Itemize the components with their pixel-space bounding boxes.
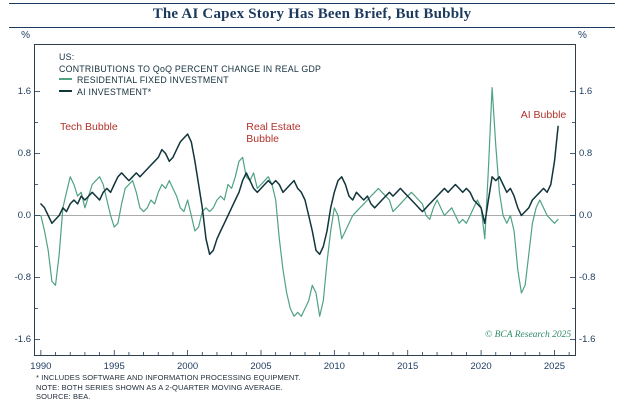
x-tick-label: 2020 [470, 361, 492, 372]
title-rule-top [9, 3, 615, 4]
copyright-notice: © BCA Research 2025 [485, 330, 572, 340]
y-axis-unit-left: % [21, 30, 30, 41]
x-tick-label: 2005 [250, 361, 272, 372]
footnote-note: NOTE: BOTH SERIES SHOWN AS A 2-QUARTER M… [36, 382, 283, 392]
legend: US: CONTRIBUTIONS TO QoQ PERCENT CHANGE … [59, 52, 321, 98]
title-rule-bottom [9, 27, 615, 28]
footnote-source: SOURCE: BEA. [36, 392, 91, 401]
residential-line-swatch [59, 78, 72, 81]
legend-subtitle: CONTRIBUTIONS TO QoQ PERCENT CHANGE IN R… [59, 63, 322, 74]
ai-line-swatch [59, 89, 72, 92]
y-tick-label-left: 0.8 [17, 147, 31, 159]
legend-item-residential-label: RESIDENTIAL FIXED INVESTMENT [77, 75, 229, 86]
legend-item-ai-label: AI INVESTMENT* [77, 86, 152, 97]
legend-item-residential: RESIDENTIAL FIXED INVESTMENT [59, 75, 321, 87]
footnote-asterisk: * INCLUDES SOFTWARE AND INFORMATION PROC… [36, 373, 301, 382]
y-tick-label-left: 1.6 [17, 85, 31, 97]
legend-region-label: US: [59, 52, 75, 62]
footnotes: * INCLUDES SOFTWARE AND INFORMATION PROC… [36, 373, 300, 402]
y-axis-unit-right: % [578, 30, 587, 41]
legend-item-ai: AI INVESTMENT* [59, 87, 321, 99]
chart-area: US: CONTRIBUTIONS TO QoQ PERCENT CHANGE … [15, 44, 595, 372]
chart-svg [35, 86, 575, 355]
x-tick-label: 2000 [177, 361, 199, 372]
y-tick-label-left: -1.6 [14, 333, 31, 345]
x-tick-label: 1995 [103, 361, 125, 372]
x-tick-label: 2010 [323, 361, 345, 372]
y-tick-label-left: -0.8 [14, 271, 31, 283]
y-tick-label-right: -1.6 [579, 333, 596, 345]
y-tick-label-left: 0.0 [17, 209, 31, 221]
y-tick-label-right: -0.8 [579, 271, 596, 283]
x-tick-label: 2025 [543, 361, 566, 372]
y-tick-label-right: 1.6 [579, 85, 593, 97]
page-title: The AI Capex Story Has Been Brief, But B… [152, 6, 472, 22]
y-tick-label-right: 0.0 [579, 209, 593, 221]
x-tick-label: 2015 [397, 361, 419, 372]
x-tick-label: 1990 [30, 361, 52, 372]
y-tick-label-right: 0.8 [579, 147, 593, 159]
